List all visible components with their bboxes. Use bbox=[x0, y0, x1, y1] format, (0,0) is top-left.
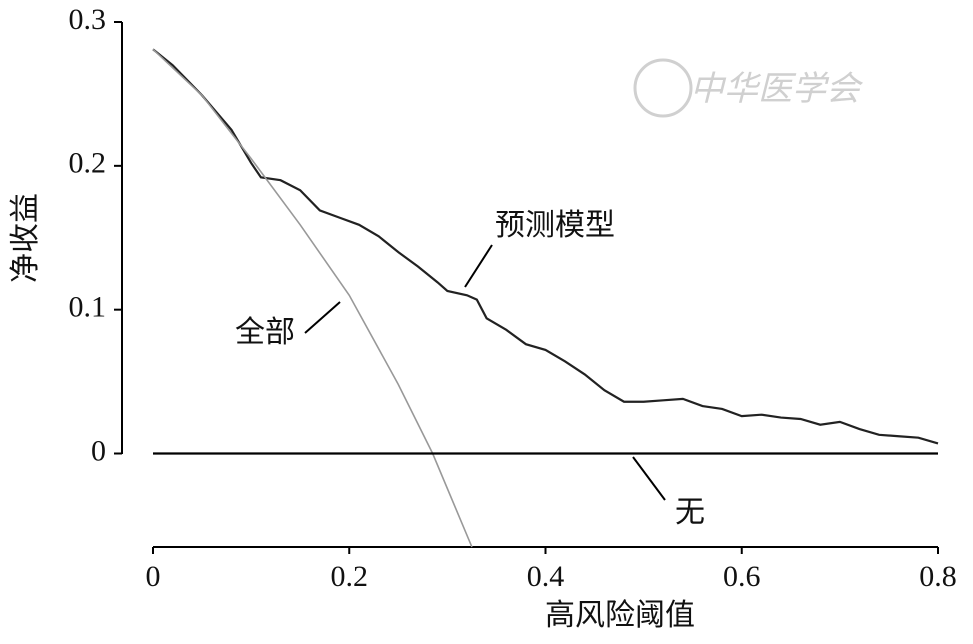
x-axis-label: 高风险阈值 bbox=[545, 599, 695, 632]
x-tick-label: 0.6 bbox=[723, 560, 761, 593]
series-line bbox=[152, 48, 939, 445]
y-tick-label: 0.1 bbox=[69, 291, 107, 324]
watermark: 中华医学会 bbox=[690, 71, 864, 108]
y-tick-label: 0.2 bbox=[69, 147, 107, 180]
series-label: 全部 bbox=[235, 316, 295, 349]
leader-line bbox=[464, 244, 493, 288]
x-tick-label: 0.8 bbox=[919, 560, 957, 593]
x-tick-label: 0.2 bbox=[331, 560, 369, 593]
x-tick-label: 0 bbox=[146, 560, 161, 593]
y-axis-label: 净收益 bbox=[9, 193, 42, 283]
y-tick-label: 0.3 bbox=[69, 3, 107, 36]
series-line bbox=[152, 48, 473, 548]
leader-line bbox=[304, 301, 341, 334]
y-tick-label: 0 bbox=[91, 434, 106, 467]
leader-line bbox=[632, 456, 666, 501]
series-label: 预测模型 bbox=[495, 209, 615, 242]
series-label: 无 bbox=[675, 496, 705, 529]
watermark-logo bbox=[633, 58, 693, 118]
x-tick-label: 0.4 bbox=[527, 560, 565, 593]
